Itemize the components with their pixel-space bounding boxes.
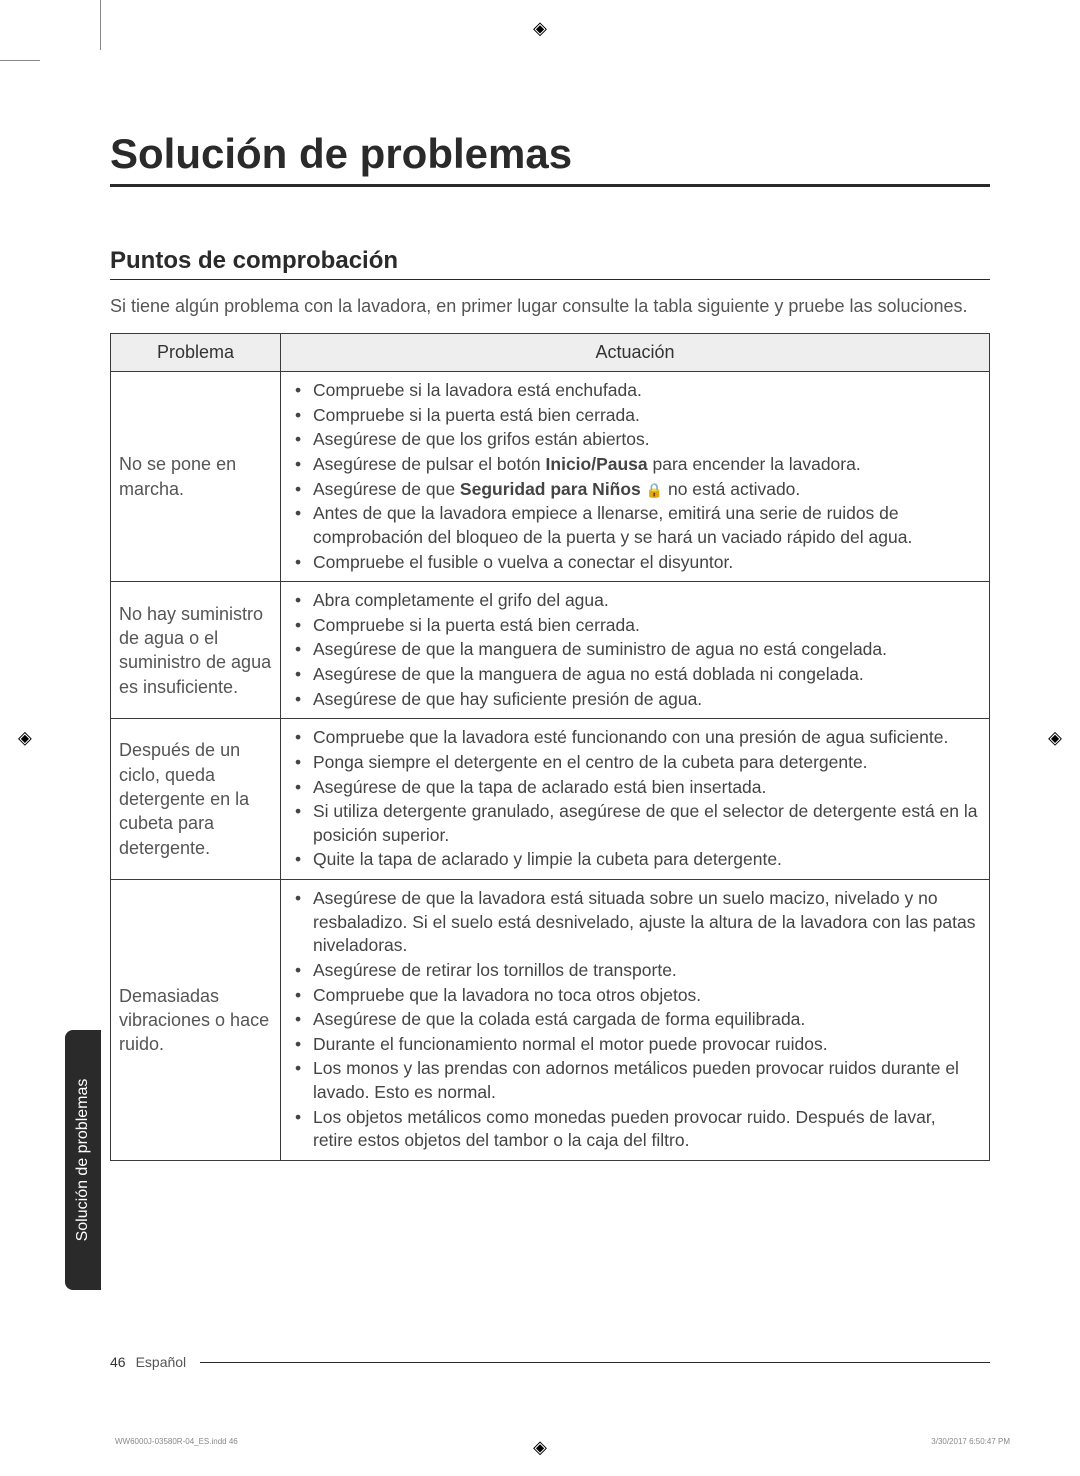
registration-mark-icon: ◈	[533, 1437, 547, 1458]
action-item: Asegúrese de retirar los tornillos de tr…	[313, 959, 979, 983]
action-item: Compruebe si la puerta está bien cerrada…	[313, 404, 979, 428]
page-footer: 46 Español	[110, 1354, 990, 1370]
page-title: Solución de problemas	[110, 130, 990, 178]
troubleshooting-table: Problema Actuación No se pone en marcha.…	[110, 333, 990, 1161]
action-item: Compruebe si la puerta está bien cerrada…	[313, 614, 979, 638]
action-item: Compruebe el fusible o vuelva a conectar…	[313, 551, 979, 575]
intro-paragraph: Si tiene algún problema con la lavadora,…	[110, 294, 990, 319]
action-item: Antes de que la lavadora empiece a llena…	[313, 502, 979, 549]
section-tab-label: Solución de problemas	[74, 1079, 92, 1242]
col-header-problem: Problema	[111, 334, 281, 372]
action-list: Compruebe si la lavadora está enchufada.…	[291, 379, 979, 574]
page-content: Solución de problemas Solución de proble…	[110, 70, 990, 1390]
bold-term: Seguridad para Niños	[460, 479, 641, 499]
print-meta-date: 3/30/2017 6:50:47 PM	[931, 1437, 1010, 1446]
action-item: Asegúrese de que la lavadora está situad…	[313, 887, 979, 958]
action-cell: Asegúrese de que la lavadora está situad…	[281, 880, 990, 1161]
action-item: Ponga siempre el detergente en el centro…	[313, 751, 979, 775]
action-cell: Compruebe que la lavadora esté funcionan…	[281, 719, 990, 880]
registration-mark-icon: ◈	[533, 18, 547, 39]
problem-cell: Después de un ciclo, queda detergente en…	[111, 719, 281, 880]
action-item: Los monos y las prendas con adornos metá…	[313, 1057, 979, 1104]
action-item: Asegúrese de que la manguera de suminist…	[313, 638, 979, 662]
action-item: Asegúrese de que la colada está cargada …	[313, 1008, 979, 1032]
problem-cell: No hay suministro de agua o el suministr…	[111, 582, 281, 719]
action-list: Compruebe que la lavadora esté funcionan…	[291, 726, 979, 872]
action-item: Compruebe que la lavadora esté funcionan…	[313, 726, 979, 750]
action-item: Asegúrese de que la tapa de aclarado est…	[313, 776, 979, 800]
action-item: Asegúrese de que hay suficiente presión …	[313, 688, 979, 712]
col-header-action: Actuación	[281, 334, 990, 372]
action-cell: Compruebe si la lavadora está enchufada.…	[281, 372, 990, 582]
print-meta-file: WW6000J-03580R-04_ES.indd 46	[115, 1437, 238, 1446]
page-number: 46	[110, 1354, 126, 1370]
action-item: Quite la tapa de aclarado y limpie la cu…	[313, 848, 979, 872]
table-row: No hay suministro de agua o el suministr…	[111, 582, 990, 719]
table-row: Después de un ciclo, queda detergente en…	[111, 719, 990, 880]
footer-rule	[200, 1362, 990, 1363]
section-subtitle: Puntos de comprobación	[110, 247, 990, 275]
action-list: Abra completamente el grifo del agua.Com…	[291, 589, 979, 711]
table-row: No se pone en marcha.Compruebe si la lav…	[111, 372, 990, 582]
problem-cell: Demasiadas vibraciones o hace ruido.	[111, 880, 281, 1161]
action-item: Asegúrese de que Seguridad para Niños 🔒 …	[313, 478, 979, 502]
action-item: Si utiliza detergente granulado, asegúre…	[313, 800, 979, 847]
action-item: Asegúrese de que los grifos están abiert…	[313, 428, 979, 452]
action-item: Asegúrese de que la manguera de agua no …	[313, 663, 979, 687]
table-row: Demasiadas vibraciones o hace ruido. Aseg…	[111, 880, 990, 1161]
problem-cell: No se pone en marcha.	[111, 372, 281, 582]
child-lock-icon: 🔒	[646, 481, 663, 500]
action-item: Durante el funcionamiento normal el moto…	[313, 1033, 979, 1057]
registration-mark-icon: ◈	[1048, 728, 1062, 749]
registration-mark-icon: ◈	[18, 728, 32, 749]
action-cell: Abra completamente el grifo del agua.Com…	[281, 582, 990, 719]
crop-line	[0, 60, 40, 61]
action-item: Asegúrese de pulsar el botón Inicio/Paus…	[313, 453, 979, 477]
action-item: Abra completamente el grifo del agua.	[313, 589, 979, 613]
action-item: Compruebe si la lavadora está enchufada.	[313, 379, 979, 403]
footer-language: Español	[136, 1354, 187, 1370]
bold-term: Inicio/Pausa	[546, 454, 648, 474]
action-item: Compruebe que la lavadora no toca otros …	[313, 984, 979, 1008]
crop-line	[100, 0, 101, 50]
action-list: Asegúrese de que la lavadora está situad…	[291, 887, 979, 1153]
title-rule	[110, 184, 990, 187]
action-item: Los objetos metálicos como monedas puede…	[313, 1106, 979, 1153]
subtitle-rule	[110, 279, 990, 280]
section-tab: Solución de problemas	[65, 1030, 101, 1290]
